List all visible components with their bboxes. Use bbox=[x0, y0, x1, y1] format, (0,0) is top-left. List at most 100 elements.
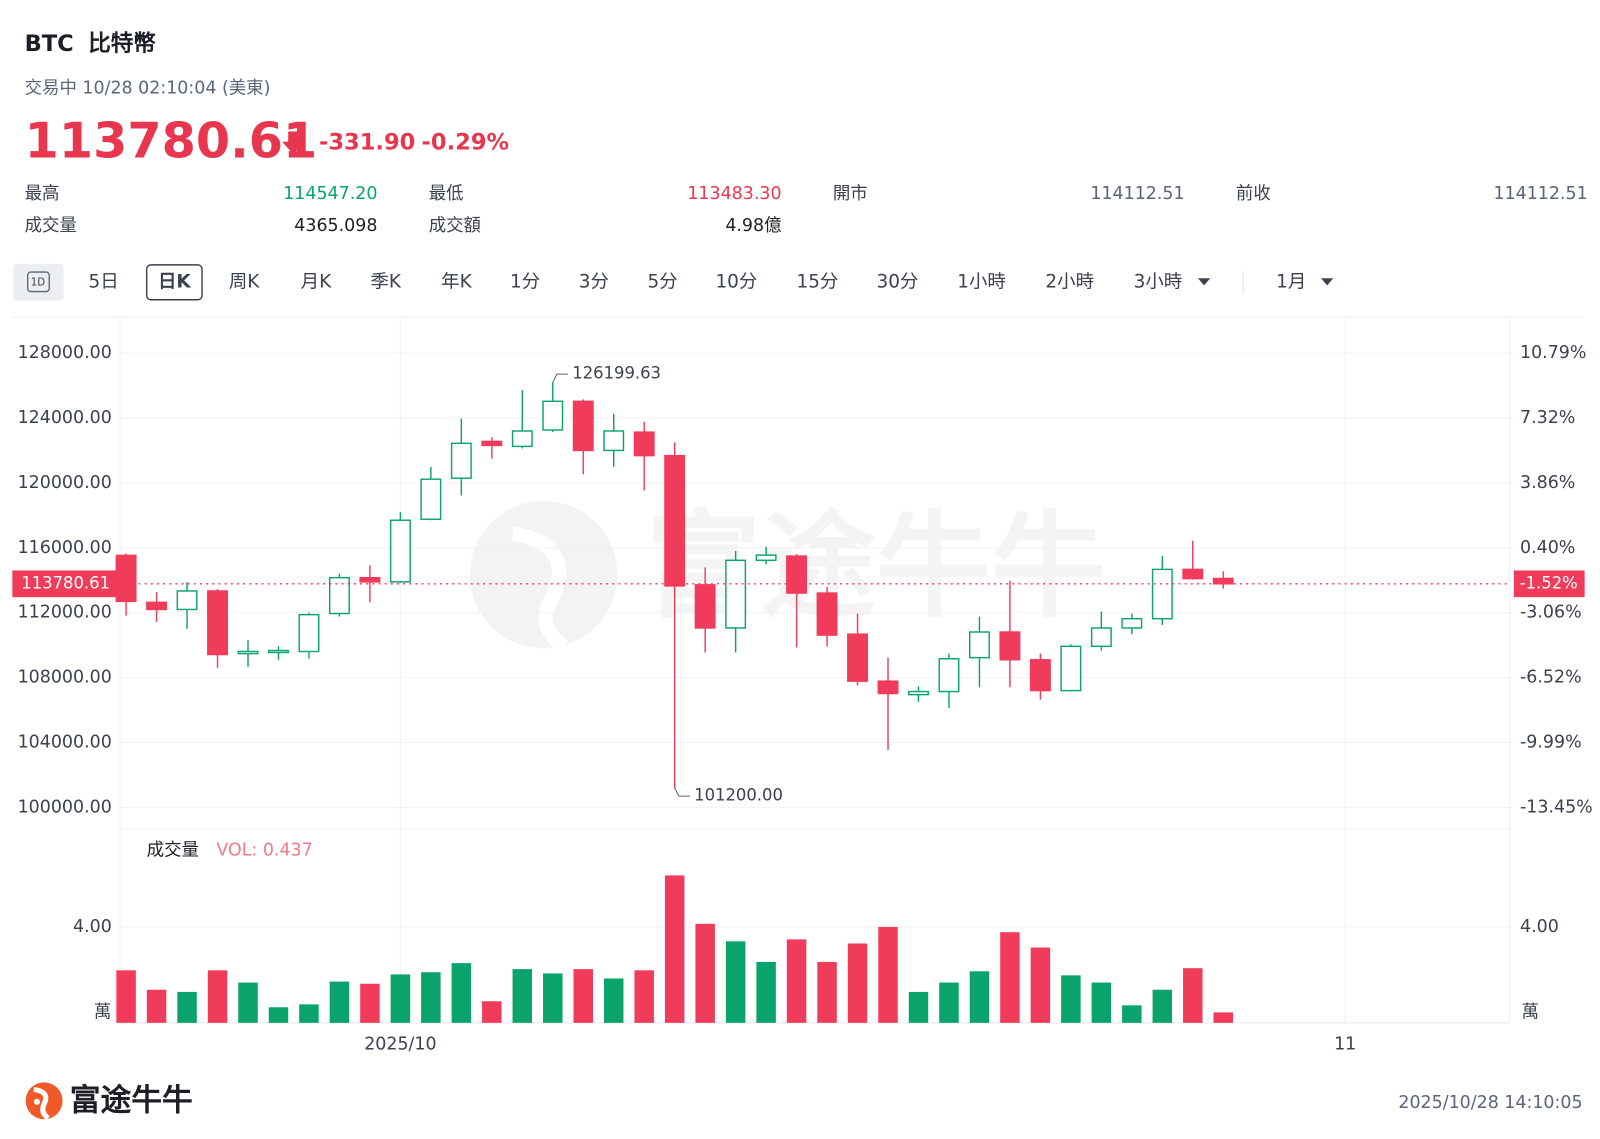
candle-body bbox=[542, 400, 564, 431]
stat-value: 113483.30 bbox=[687, 184, 781, 204]
tab[interactable]: 5日 bbox=[88, 271, 118, 292]
volume-bar bbox=[908, 991, 929, 1023]
annotation-label: 126199.63 bbox=[572, 364, 661, 383]
volume-bar bbox=[603, 978, 624, 1023]
stat-label: 開市 bbox=[833, 184, 868, 204]
candle-body bbox=[268, 649, 289, 654]
x-tick-label: 11 bbox=[1334, 1034, 1356, 1054]
candle-body bbox=[146, 601, 168, 611]
dropdown-caret[interactable] bbox=[1321, 278, 1334, 286]
tab[interactable]: 10分 bbox=[715, 271, 757, 292]
ticker: BTC bbox=[25, 31, 74, 57]
candle-body bbox=[359, 576, 381, 583]
candle-body bbox=[481, 440, 503, 447]
y-tick-label: 104000.00 bbox=[18, 733, 112, 753]
volume-bar bbox=[1152, 989, 1173, 1023]
volume-bar bbox=[1213, 1012, 1234, 1023]
volume-bar bbox=[847, 943, 868, 1023]
tab[interactable]: 3分 bbox=[579, 271, 609, 292]
tab[interactable]: 2小時 bbox=[1045, 271, 1094, 292]
tab[interactable]: 1小時 bbox=[957, 271, 1006, 292]
volume-bar bbox=[1122, 1005, 1142, 1023]
volume-bar bbox=[1091, 982, 1112, 1023]
trading-status: 交易中 10/28 02:10:04 (美東) bbox=[25, 78, 271, 98]
tab[interactable]: 年K bbox=[441, 271, 472, 292]
candle-body bbox=[786, 555, 808, 594]
watermark-text: 富途牛牛 bbox=[646, 500, 1105, 634]
candle-body bbox=[847, 633, 869, 682]
tab[interactable]: 30分 bbox=[876, 271, 918, 292]
candle-body bbox=[176, 590, 198, 611]
volume-bar bbox=[512, 969, 533, 1023]
volume-bar bbox=[573, 969, 593, 1023]
last-price-label: 113780.61 bbox=[21, 573, 110, 592]
candle-body bbox=[694, 584, 716, 629]
timestamp: 2025/10/28 14:10:05 bbox=[1398, 1093, 1582, 1113]
candle-body bbox=[237, 650, 259, 655]
tab[interactable]: 15分 bbox=[796, 271, 838, 292]
candle-body bbox=[420, 478, 442, 520]
volume-bar bbox=[664, 875, 685, 1023]
candle-body bbox=[389, 519, 411, 583]
tab[interactable]: 日K bbox=[158, 271, 191, 292]
candle-body bbox=[999, 631, 1021, 661]
volume-tick-label: 4.00 bbox=[73, 917, 112, 937]
tab[interactable]: 5分 bbox=[647, 271, 677, 292]
volume-bar bbox=[969, 971, 990, 1023]
stat-label: 成交額 bbox=[429, 216, 481, 236]
dropdown-caret[interactable] bbox=[1197, 278, 1211, 286]
tab[interactable]: 季K bbox=[370, 271, 401, 292]
tab-bg bbox=[13, 263, 64, 301]
price-change-pct: -0.29% bbox=[422, 129, 510, 155]
candle-body bbox=[908, 690, 929, 696]
annotation-leader bbox=[552, 373, 569, 383]
volume-bar bbox=[1030, 947, 1051, 1023]
tab[interactable]: 周K bbox=[229, 271, 260, 292]
y-tick-label: 100000.00 bbox=[18, 797, 112, 817]
candle-body bbox=[664, 454, 686, 587]
candle-body bbox=[328, 576, 350, 615]
x-tick-label: 2025/10 bbox=[364, 1034, 436, 1054]
volume-bar bbox=[725, 941, 746, 1023]
tab[interactable]: 1月 bbox=[1276, 271, 1306, 292]
candle-body bbox=[755, 554, 777, 562]
volume-tick-label: 4.00 bbox=[1520, 917, 1559, 937]
volume-unit: 萬 bbox=[94, 1003, 111, 1023]
last-change-tag bbox=[1513, 570, 1585, 598]
asset-name: 比特幣 bbox=[88, 31, 156, 57]
volume-title: 成交量 bbox=[147, 841, 199, 861]
volume-bar bbox=[1183, 968, 1203, 1023]
candle-body bbox=[572, 400, 594, 452]
volume-bar bbox=[146, 989, 167, 1023]
tab[interactable]: 3小時 bbox=[1134, 271, 1183, 292]
y-tick-label: 128000.00 bbox=[18, 343, 112, 363]
tab[interactable]: 1分 bbox=[510, 271, 540, 292]
stat-label: 成交量 bbox=[25, 216, 77, 236]
candle-body bbox=[1182, 568, 1204, 580]
y2-tick-label: -3.06% bbox=[1520, 603, 1582, 623]
y2-tick-label: 0.40% bbox=[1520, 538, 1575, 558]
candle-body bbox=[725, 559, 747, 629]
volume-bar bbox=[482, 1001, 502, 1023]
tab[interactable]: 月K bbox=[301, 271, 332, 292]
volume-bar bbox=[451, 963, 472, 1023]
y-tick-label: 120000.00 bbox=[18, 473, 112, 493]
last-price-tag bbox=[12, 570, 120, 598]
brand-logo bbox=[25, 1082, 63, 1121]
volume-bar bbox=[390, 974, 411, 1023]
stat-value: 114112.51 bbox=[1493, 184, 1587, 204]
y2-tick-label: -9.99% bbox=[1520, 733, 1582, 753]
candle-body bbox=[877, 680, 899, 695]
candle-body bbox=[511, 430, 533, 448]
last-price: 113780.61 bbox=[25, 111, 318, 169]
tab[interactable]: 1D bbox=[31, 276, 46, 288]
y-tick-label: 124000.00 bbox=[18, 408, 112, 428]
volume-bar bbox=[177, 991, 197, 1023]
y2-tick-label: 7.32% bbox=[1520, 408, 1575, 428]
volume-bar bbox=[543, 973, 563, 1023]
candle-body bbox=[1212, 577, 1234, 585]
candle-body bbox=[1029, 659, 1051, 692]
volume-bar bbox=[238, 982, 258, 1023]
